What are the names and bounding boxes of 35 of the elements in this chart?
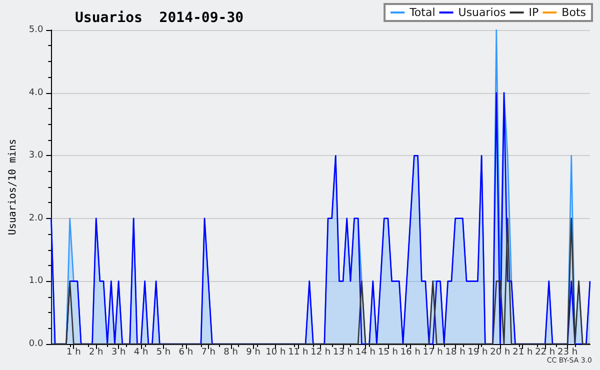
y-tick-label: 5.0	[28, 25, 44, 35]
x-tick-label: 14 h	[355, 348, 376, 358]
y-tick-label: 0.0	[28, 339, 44, 349]
x-tick-label: 12 h	[310, 348, 331, 358]
legend-label: IP	[528, 6, 540, 19]
x-tick-label: 9 h	[246, 348, 260, 358]
x-tick-label: 13 h	[333, 348, 354, 358]
x-tick-label: 6 h	[178, 348, 194, 358]
x-tick-label: 3 h	[111, 348, 126, 358]
y-axis-title: Usuarios/10 mins	[8, 138, 18, 236]
x-tick-label: 4 h	[134, 348, 148, 358]
legend-label: Usuarios	[458, 6, 506, 19]
legend-label: Bots	[562, 6, 586, 19]
x-tick-label: 23 h	[558, 348, 578, 358]
legend-label: Total	[408, 6, 436, 19]
x-tick-label: 5 h	[156, 348, 171, 358]
x-tick-label: 17 h	[422, 348, 443, 358]
y-tick-label: 2.0	[28, 213, 44, 224]
x-tick-label: 19 h	[468, 348, 488, 358]
x-tick-label: 10 h	[266, 348, 286, 358]
x-tick-label: 1 h	[66, 348, 81, 358]
x-tick-label: 16 h	[400, 348, 420, 358]
x-tick-label: 11 h	[288, 348, 308, 358]
x-tick-label: 21 h	[512, 348, 533, 358]
x-tick-label: 22 h	[535, 348, 556, 358]
x-tick-label: 7 h	[201, 348, 216, 358]
chart-title: Usuarios 2014-09-30	[75, 10, 244, 26]
x-tick-label: 8 h	[224, 348, 238, 358]
y-tick-label: 3.0	[28, 150, 44, 161]
y-tick-label: 4.0	[28, 88, 44, 98]
x-tick-label: 20 h	[490, 348, 510, 358]
x-tick-label: 15 h	[378, 348, 398, 358]
x-tick-label: 2 h	[88, 348, 104, 358]
x-tick-label: 18 h	[445, 348, 466, 358]
y-tick-label: 1.0	[28, 276, 44, 286]
